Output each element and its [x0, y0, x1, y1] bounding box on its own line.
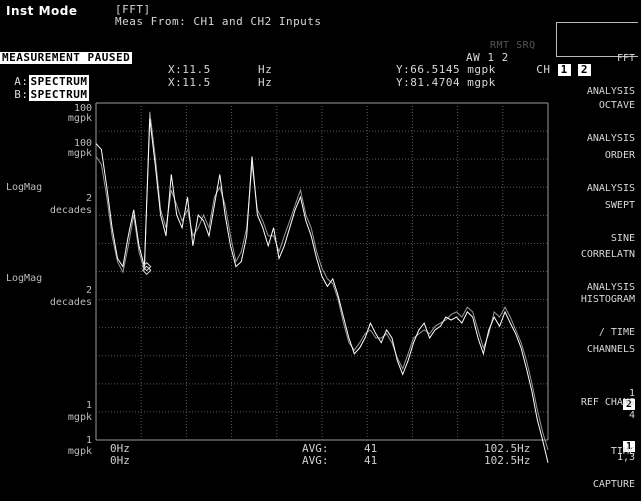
trace-a-x-unit: Hz [258, 63, 273, 76]
top-a-value: 100 [73, 103, 92, 114]
softkey-fft-line2: ANALYSIS [586, 86, 635, 97]
softkey-order-analysis[interactable]: ORDER ANALYSIS [556, 128, 638, 205]
channels-option-2-selected: 2 [622, 399, 635, 410]
scale-b-value: 2 [85, 285, 92, 296]
channel-indicator-label: CH [536, 63, 551, 76]
ref-chans-option-1-selected: 1 [622, 441, 635, 452]
softkey-fft-analysis[interactable]: FFT ANALYSIS [556, 22, 638, 97]
x-start-a: 0Hz [110, 442, 130, 455]
channel-2-chip: 2 [577, 64, 591, 76]
bottom-a-unit: mgpk [67, 412, 92, 423]
softkey-correlatn-line1: CORRELATN [580, 249, 635, 260]
trace-b-x-readout: X:11.5 [168, 76, 211, 89]
softkey-swept-line2: SINE [610, 233, 635, 244]
softkey-histogram-line2: / TIME [598, 327, 635, 338]
trace-a-row[interactable]: A: SPECTRUM [14, 75, 90, 88]
spectrum-plot[interactable] [0, 0, 641, 468]
scale-b-unit: decades [49, 297, 92, 308]
instrument-mode-title: Inst Mode [6, 4, 78, 18]
trace-a-y-readout: Y:66.5145 mgpk [396, 63, 496, 76]
plot-grid [95, 102, 549, 441]
softkey-swept-sine[interactable]: SWEPT SINE [556, 178, 638, 255]
time-capture-line1: TIME [610, 446, 635, 457]
remote-srq-indicator: RMT SRQ [490, 40, 536, 51]
top-b-unit: mgpk [67, 148, 92, 159]
softkey-time-capture[interactable]: TIME CAPTURE [556, 424, 638, 501]
trace-b-y-readout: Y:81.4704 mgpk [396, 76, 496, 89]
x-stop-b: 102.5Hz [484, 454, 531, 467]
softkey-histogram-line1: HISTOGRAM [580, 294, 635, 305]
ref-chans-label: REF CHANS [580, 397, 635, 408]
avg-value-b: 41 [364, 454, 378, 467]
channels-option-1: 1 [628, 388, 635, 399]
trace-a-id: A [14, 75, 22, 88]
instrument-mode-value: [FFT] [115, 3, 151, 16]
softkey-channels[interactable]: CHANNELS 1 2 4 [556, 322, 638, 443]
softkey-correlatn-line2: ANALYSIS [586, 282, 635, 293]
channel-1-chip: 1 [557, 64, 571, 76]
softkey-correlation-analysis[interactable]: CORRELATN ANALYSIS [556, 227, 638, 304]
channels-options: 1 2 4 [556, 377, 635, 432]
softkey-order-line2: ANALYSIS [586, 183, 635, 194]
trace-b-row[interactable]: B: SPECTRUM [14, 88, 90, 101]
scale-b-label: LogMag [6, 273, 43, 284]
x-stop-a: 102.5Hz [484, 442, 531, 455]
trace-a-line [95, 118, 549, 463]
trace-b-marker [142, 265, 152, 276]
softkey-octave-line1: OCTAVE [598, 100, 635, 111]
channels-option-3: 4 [628, 410, 635, 421]
trace-b-x-unit: Hz [258, 76, 273, 89]
peak-markers [142, 261, 152, 276]
trace-a-x-readout: X:11.5 [168, 63, 211, 76]
softkey-ref-chans[interactable]: REF CHANS 1 1,3 [556, 375, 638, 485]
time-capture-line2: CAPTURE [592, 479, 635, 490]
avg-value-a: 41 [364, 442, 378, 455]
top-a-unit: mgpk [67, 113, 92, 124]
bottom-b-value: 1 [85, 435, 92, 446]
bottom-b-unit: mgpk [67, 446, 92, 457]
softkey-swept-line1: SWEPT [604, 200, 635, 211]
ref-chans-option-2: 1,3 [616, 452, 635, 463]
x-start-b: 0Hz [110, 454, 130, 467]
trace-b-id: B [14, 88, 22, 101]
softkey-histogram-time[interactable]: HISTOGRAM / TIME [556, 272, 638, 349]
channels-label: CHANNELS [586, 344, 635, 355]
scale-a-unit: decades [49, 205, 92, 216]
trace-a-marker [142, 261, 152, 272]
softkey-octave-analysis[interactable]: OCTAVE ANALYSIS [556, 78, 638, 155]
trace-a-type[interactable]: SPECTRUM [28, 75, 90, 88]
aw-indicator: AW 1 2 [466, 51, 509, 64]
avg-label-b: AVG: [302, 454, 329, 467]
ref-chans-options: 1 1,3 [556, 430, 635, 474]
avg-label-a: AVG: [302, 442, 329, 455]
channel-indicator: CH 1 2 [522, 52, 591, 76]
measurement-status: MEASUREMENT PAUSED [0, 51, 133, 64]
softkey-octave-line2: ANALYSIS [586, 133, 635, 144]
trace-b-line [95, 111, 549, 451]
scale-a-label: LogMag [6, 182, 43, 193]
bottom-a-value: 1 [85, 400, 92, 411]
measure-from-label: Meas From: CH1 and CH2 Inputs [115, 15, 322, 28]
top-b-value: 100 [73, 138, 92, 149]
softkey-order-line1: ORDER [604, 150, 635, 161]
scale-a-value: 2 [85, 193, 92, 204]
softkey-fft-line1: FFT [616, 53, 635, 64]
trace-b-type[interactable]: SPECTRUM [28, 88, 90, 101]
